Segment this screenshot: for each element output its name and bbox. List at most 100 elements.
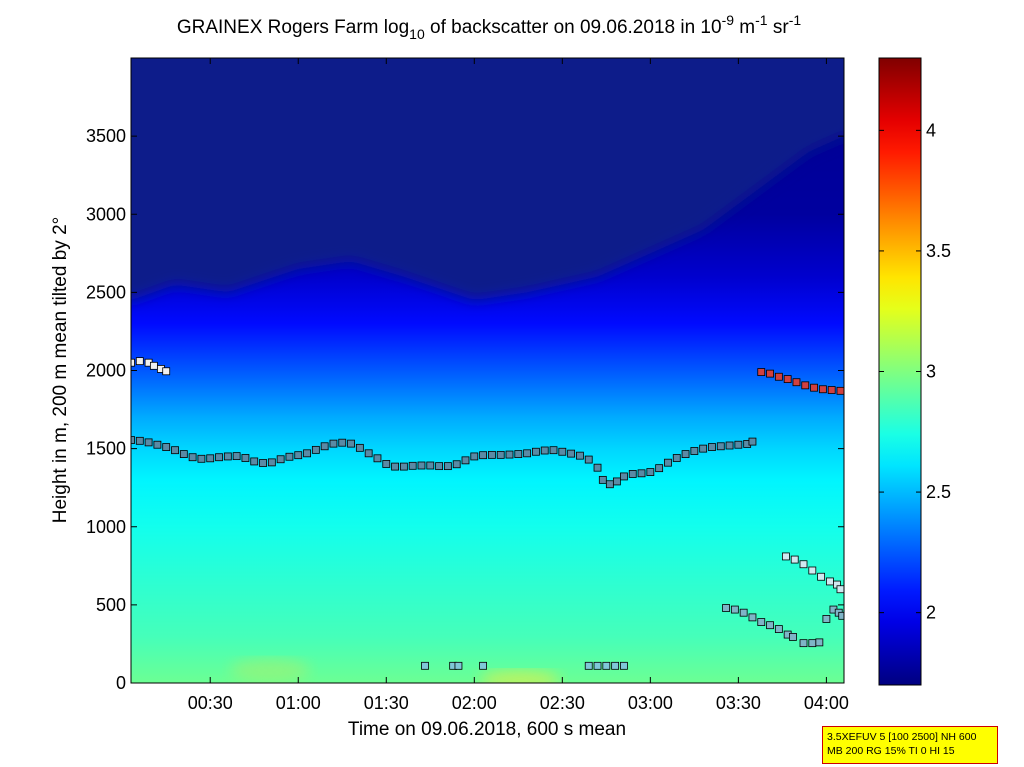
layer-marker — [620, 661, 628, 670]
layer-marker — [774, 372, 783, 381]
colorbar-tick-label: 2.5 — [926, 482, 951, 502]
layer-marker — [817, 572, 826, 581]
surface-moist-patch-2 — [230, 658, 310, 682]
layer-marker — [808, 566, 817, 575]
layer-markers — [131, 357, 844, 670]
info-line-1: 3.5XEFUV 5 [100 2500] NH 600 — [827, 731, 977, 743]
layer-marker — [598, 475, 607, 484]
layer-marker — [329, 439, 338, 448]
layer-marker — [426, 461, 435, 470]
colorbar — [878, 57, 922, 686]
layer-marker — [818, 385, 827, 394]
layer-marker — [790, 555, 799, 564]
layer-marker — [690, 447, 699, 455]
layer-marker — [373, 454, 382, 463]
y-axis-label: Height in m, 200 m mean tilted by 2° — [50, 217, 71, 523]
x-tick-label: 04:00 — [804, 693, 849, 713]
layer-marker — [739, 608, 748, 617]
upper-clean-air-region — [131, 58, 844, 301]
layer-marker — [135, 357, 144, 366]
colorbar-axis: 2 2.5 3 3.5 4 — [879, 120, 951, 623]
layer-marker — [338, 438, 347, 447]
layer-marker — [836, 585, 844, 594]
chart-title: GRAINEX Rogers Farm log10 of backscatter… — [177, 12, 801, 42]
layer-marker — [748, 437, 757, 446]
layer-marker — [421, 661, 429, 670]
layer-marker — [792, 378, 801, 387]
layer-marker — [664, 458, 672, 467]
layer-marker — [774, 625, 783, 633]
info-line-2: MB 200 RG 15% TI 0 HI 15 — [827, 745, 955, 757]
x-tick-label: 01:30 — [364, 693, 409, 713]
layer-marker — [232, 452, 241, 461]
y-tick-label: 1000 — [86, 517, 126, 537]
layer-marker — [611, 661, 620, 670]
layer-marker — [605, 480, 614, 489]
layer-marker — [734, 440, 743, 449]
layer-marker — [267, 458, 276, 467]
layer-marker — [836, 386, 844, 395]
layer-marker — [479, 661, 487, 670]
layer-marker — [815, 638, 824, 647]
layer-marker — [188, 453, 197, 462]
layer-marker — [144, 438, 153, 447]
layer-marker — [655, 464, 664, 473]
layer-marker — [496, 450, 505, 459]
layer-marker — [197, 454, 206, 463]
layer-marker — [838, 611, 844, 620]
layer-marker — [801, 381, 810, 390]
layer-marker — [708, 443, 716, 451]
layer-marker — [826, 577, 834, 586]
layer-marker — [488, 450, 496, 459]
layer-marker — [602, 661, 611, 670]
layer-marker — [799, 560, 808, 569]
layer-marker — [827, 386, 836, 394]
layer-marker — [757, 618, 766, 626]
title-unit1: m — [734, 17, 755, 38]
layer-marker — [782, 552, 790, 561]
layer-marker — [722, 604, 730, 612]
layer-marker — [558, 447, 567, 456]
x-tick-label: 02:00 — [452, 693, 497, 713]
layer-marker — [725, 441, 734, 450]
layer-marker — [443, 462, 452, 471]
layer-marker — [408, 461, 417, 470]
layer-marker — [391, 462, 399, 471]
layer-marker — [259, 459, 267, 467]
layer-marker — [320, 442, 329, 451]
y-axis: 0 500 1000 1500 2000 2500 3000 3500 — [86, 126, 844, 693]
layer-marker — [646, 468, 655, 476]
processing-info-box: 3.5XEFUV 5 [100 2500] NH 600 MB 200 RG 1… — [822, 726, 998, 764]
layer-marker — [131, 436, 135, 444]
x-tick-label: 02:30 — [540, 693, 585, 713]
title-sub: 10 — [409, 26, 425, 42]
layer-marker — [766, 621, 774, 630]
y-tick-label: 1500 — [86, 439, 126, 459]
x-tick-label: 03:30 — [716, 693, 761, 713]
title-unit2: sr — [768, 17, 790, 38]
layer-marker — [347, 439, 355, 448]
layer-marker — [810, 383, 818, 392]
layer-marker — [808, 639, 817, 648]
layer-marker — [149, 361, 158, 370]
layer-marker — [215, 453, 223, 462]
layer-marker — [294, 451, 303, 460]
layer-marker — [276, 455, 285, 464]
layer-marker — [716, 442, 725, 451]
layer-marker — [135, 436, 144, 445]
layer-marker — [593, 661, 602, 670]
layer-marker — [153, 440, 162, 449]
title-exp2: -1 — [755, 12, 768, 28]
colorbar-tick-label: 3.5 — [926, 241, 951, 261]
layer-marker — [730, 605, 739, 614]
colorbar-tick-label: 4 — [926, 120, 936, 140]
layer-marker — [179, 450, 188, 458]
title-prefix: GRAINEX Rogers Farm log — [177, 17, 409, 38]
layer-marker — [628, 470, 637, 478]
layer-marker — [303, 449, 311, 458]
layer-marker — [223, 452, 232, 461]
layer-marker — [822, 615, 831, 623]
colorbar-tick-label: 3 — [926, 362, 936, 382]
layer-marker — [162, 443, 171, 451]
